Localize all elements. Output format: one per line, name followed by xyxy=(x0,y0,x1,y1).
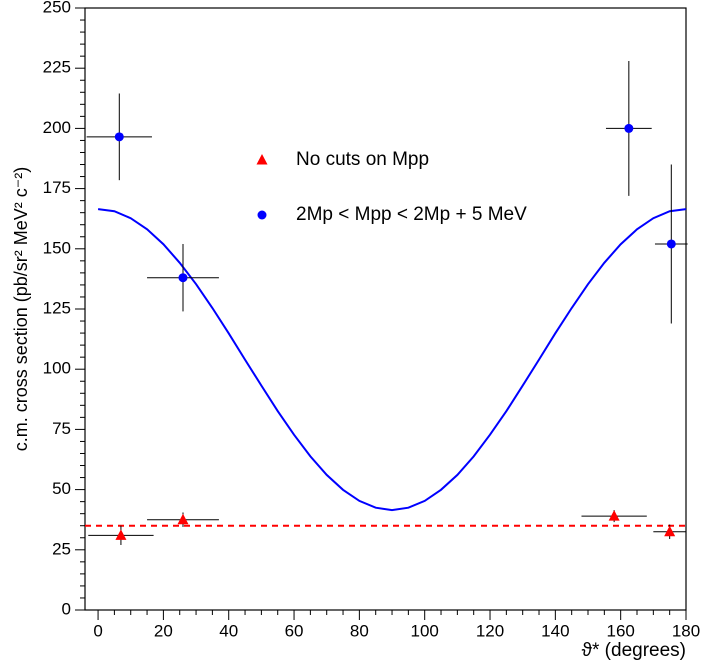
y-tick-label: 100 xyxy=(43,359,71,378)
y-tick-label: 175 xyxy=(43,178,71,197)
data-point xyxy=(664,525,676,537)
legend-label: 2Mp < Mpp < 2Mp + 5 MeV xyxy=(296,204,527,225)
legend-marker xyxy=(256,154,268,165)
x-tick-label: 100 xyxy=(411,621,439,640)
x-tick-label: 20 xyxy=(154,621,173,640)
y-tick-label: 75 xyxy=(52,419,71,438)
y-tick-label: 150 xyxy=(43,238,71,257)
y-tick-label: 50 xyxy=(52,479,71,498)
y-axis-label: c.m. cross section (pb/sr² MeV² c⁻²) xyxy=(11,167,31,452)
legend-marker xyxy=(257,210,267,220)
y-tick-label: 125 xyxy=(43,298,71,317)
x-tick-label: 180 xyxy=(672,621,700,640)
data-point xyxy=(177,513,189,525)
data-point xyxy=(608,510,620,521)
data-point xyxy=(666,239,676,249)
y-tick-label: 25 xyxy=(52,539,71,558)
data-point xyxy=(114,132,124,142)
data-point xyxy=(115,529,127,540)
x-tick-label: 80 xyxy=(350,621,369,640)
x-tick-label: 140 xyxy=(541,621,569,640)
y-tick-label: 250 xyxy=(43,0,71,16)
y-tick-label: 200 xyxy=(43,118,71,137)
fit-curve xyxy=(97,208,687,512)
x-tick-label: 60 xyxy=(285,621,304,640)
x-tick-label: 120 xyxy=(476,621,504,640)
x-tick-label: 160 xyxy=(606,621,634,640)
y-tick-label: 0 xyxy=(62,599,71,618)
x-tick-label: 40 xyxy=(219,621,238,640)
y-tick-label: 225 xyxy=(43,58,71,77)
data-point xyxy=(624,123,634,133)
x-axis-label: ϑ* (degrees) xyxy=(582,640,686,661)
data-point xyxy=(178,273,188,283)
legend-label: No cuts on Mpp xyxy=(296,149,429,170)
x-tick-label: 0 xyxy=(93,621,102,640)
